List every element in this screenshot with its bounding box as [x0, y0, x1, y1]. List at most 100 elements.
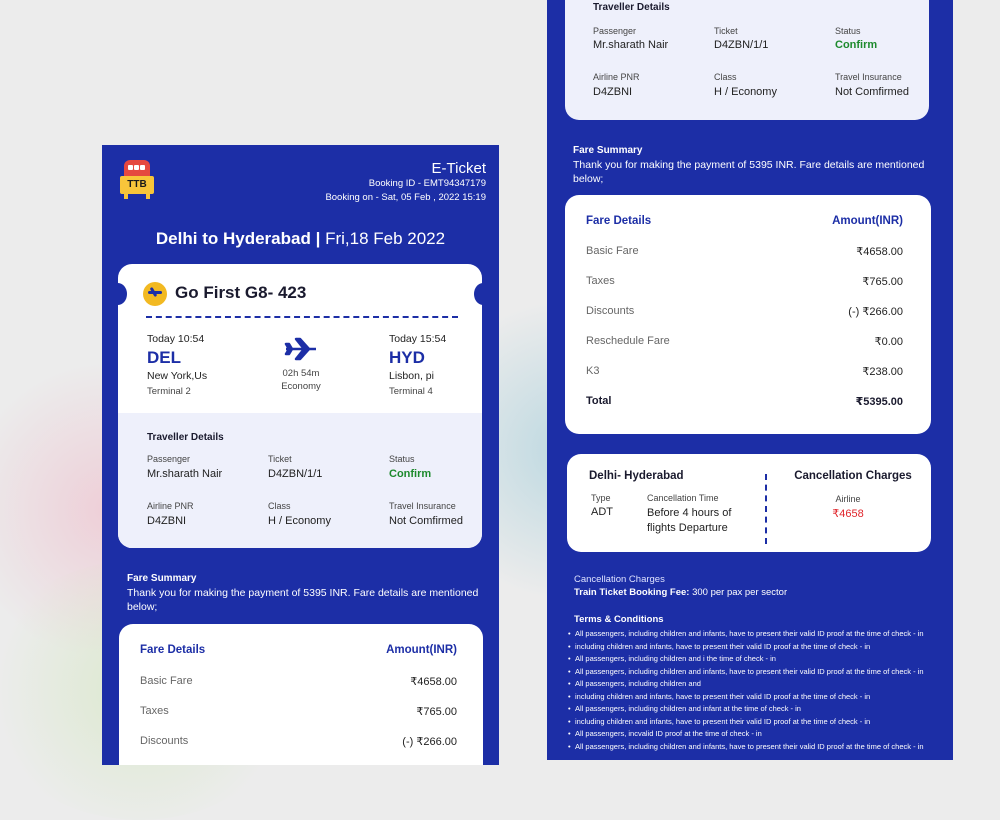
airline-logo-icon — [143, 282, 167, 306]
total-value: ₹5395.00 — [855, 396, 903, 408]
departure-code: DEL — [147, 348, 181, 367]
terms-item: All passengers, including children and i… — [575, 667, 947, 677]
traveller-details-card: Traveller Details Passenger Mr.sharath N… — [565, 0, 929, 120]
arrival-time: Today 15:54 — [389, 333, 447, 345]
class-value: H / Economy — [714, 86, 777, 98]
terms-section: Terms & Conditions All passengers, inclu… — [567, 614, 947, 755]
fare-row-label: Basic Fare — [586, 245, 639, 257]
status-badge: Confirm — [389, 468, 432, 480]
class-label: Class — [714, 72, 737, 82]
ticket-value: D4ZBN/1/1 — [714, 39, 769, 51]
cancellation-charges-title: Cancellation Charges — [794, 470, 912, 482]
traveller-title: Traveller Details — [147, 432, 224, 443]
cancellation-footer-title: Cancellation Charges — [574, 574, 665, 585]
pnr-value: D4ZBNI — [147, 515, 187, 527]
cancellation-time-label: Cancellation Time — [647, 493, 719, 503]
passenger-label: Passenger — [147, 454, 191, 464]
eticket-panel-left: TTB E-Ticket Booking ID - EMT94347179 Bo… — [102, 145, 499, 765]
fare-details-card: Fare Details Amount(INR) Basic Fare ₹465… — [119, 624, 483, 765]
status-label: Status — [389, 454, 415, 464]
arrival-code: HYD — [389, 348, 425, 367]
traveller-title: Traveller Details — [593, 2, 670, 13]
fare-summary-text: Thank you for making the payment of 5395… — [127, 587, 479, 613]
route-separator: | — [315, 229, 321, 248]
pnr-label: Airline PNR — [593, 72, 640, 82]
class-value: H / Economy — [268, 515, 331, 527]
fare-row-value: (-) ₹266.00 — [848, 306, 903, 318]
amount-header: Amount(INR) — [386, 644, 457, 656]
departure-terminal: Terminal 2 — [147, 386, 191, 397]
booking-fee: Train Ticket Booking Fee: 300 per pax pe… — [574, 587, 787, 598]
departure-city: New York,Us — [147, 370, 208, 382]
fare-row-value: ₹4658.00 — [856, 246, 903, 258]
terms-title: Terms & Conditions — [574, 614, 664, 625]
fare-summary-title: Fare Summary — [573, 145, 643, 156]
eticket-title: E-Ticket — [431, 160, 486, 177]
terms-item: All passengers, including children and i… — [575, 704, 947, 714]
ticket-label: Ticket — [714, 26, 738, 36]
passenger-value: Mr.sharath Nair — [147, 468, 223, 480]
airline-charge-label: Airline — [835, 494, 861, 504]
insurance-value: Not Comfirmed — [835, 86, 909, 98]
fare-details-header: Fare Details — [140, 644, 206, 656]
flight-duration: 02h 54m — [282, 368, 320, 379]
departure-time: Today 10:54 — [147, 333, 205, 345]
fare-details-card: Fare Details Amount(INR) Basic Fare ₹465… — [565, 195, 931, 434]
fare-summary-title: Fare Summary — [127, 573, 197, 584]
fare-row-label: Reschedule Fare — [586, 335, 670, 347]
fare-row-value: ₹4658.00 — [410, 676, 457, 688]
terms-item: All passengers, including children and i… — [575, 654, 947, 664]
airline-charge-value: ₹4658 — [832, 508, 864, 520]
arrival-city: Lisbon, pi — [389, 370, 434, 382]
dashed-divider — [146, 316, 458, 318]
status-badge: Confirm — [835, 39, 878, 51]
fare-row-value: ₹765.00 — [862, 276, 903, 288]
arrival-terminal: Terminal 4 — [389, 386, 433, 397]
airplane-icon — [284, 337, 316, 361]
insurance-value: Not Comfirmed — [389, 515, 463, 527]
traveller-details: Traveller Details Passenger Mr.sharath N… — [118, 413, 482, 548]
booking-date: Booking on - Sat, 05 Feb , 2022 15:19 — [325, 192, 486, 203]
booking-fee-value: 300 per pax per sector — [692, 587, 788, 598]
fare-row-value: (-) ₹266.00 — [402, 736, 457, 748]
terms-item: including children and infants, have to … — [575, 642, 947, 652]
passenger-label: Passenger — [593, 26, 637, 36]
ticket-notch-right — [474, 283, 492, 305]
terms-item: All passengers, incvalid ID proof at the… — [575, 729, 947, 739]
total-label: Total — [586, 395, 612, 407]
insurance-label: Travel Insurance — [389, 501, 456, 511]
type-value: ADT — [591, 506, 613, 518]
terms-item: All passengers, including children and — [575, 679, 947, 689]
passenger-value: Mr.sharath Nair — [593, 39, 669, 51]
booking-fee-label: Train Ticket Booking Fee: — [574, 587, 690, 598]
flight-card: Go First G8- 423 Today 10:54 DEL New Yor… — [118, 264, 482, 548]
fare-row-label: Discounts — [586, 305, 635, 317]
cancellation-card: Delhi- Hyderabad Type ADT Cancellation T… — [567, 454, 931, 552]
terms-list: All passengers, including children and i… — [567, 629, 947, 752]
fare-row-label: Taxes — [140, 705, 169, 717]
fare-row-label: Basic Fare — [140, 675, 193, 687]
fare-details-header: Fare Details — [586, 215, 652, 227]
fare-row-label: Discounts — [140, 735, 189, 747]
cancellation-time-value: Before 4 hours of flights Departure — [647, 507, 732, 534]
vertical-dashed-divider — [765, 474, 767, 544]
pnr-label: Airline PNR — [147, 501, 194, 511]
fare-row-value: ₹238.00 — [862, 366, 903, 378]
terms-item: including children and infants, have to … — [575, 717, 947, 727]
flight-cabin: Economy — [281, 381, 321, 392]
cancellation-route: Delhi- Hyderabad — [589, 470, 684, 482]
status-label: Status — [835, 26, 861, 36]
ticket-label: Ticket — [268, 454, 292, 464]
fare-row-label: Taxes — [586, 275, 615, 287]
route-name: Delhi to Hyderabad — [155, 229, 311, 248]
type-label: Type — [591, 493, 611, 503]
ticket-value: D4ZBN/1/1 — [268, 468, 323, 480]
airline-name: Go First G8- 423 — [175, 283, 307, 302]
insurance-label: Travel Insurance — [835, 72, 902, 82]
route-title: Delhi to Hyderabad | Fri,18 Feb 2022 — [102, 229, 499, 249]
amount-header: Amount(INR) — [832, 215, 903, 227]
terms-item: All passengers, including children and i… — [575, 742, 947, 752]
ticket-notch-left — [109, 283, 127, 305]
fare-summary-text: Thank you for making the payment of 5395… — [573, 159, 925, 185]
terms-item: including children and infants, have to … — [575, 692, 947, 702]
